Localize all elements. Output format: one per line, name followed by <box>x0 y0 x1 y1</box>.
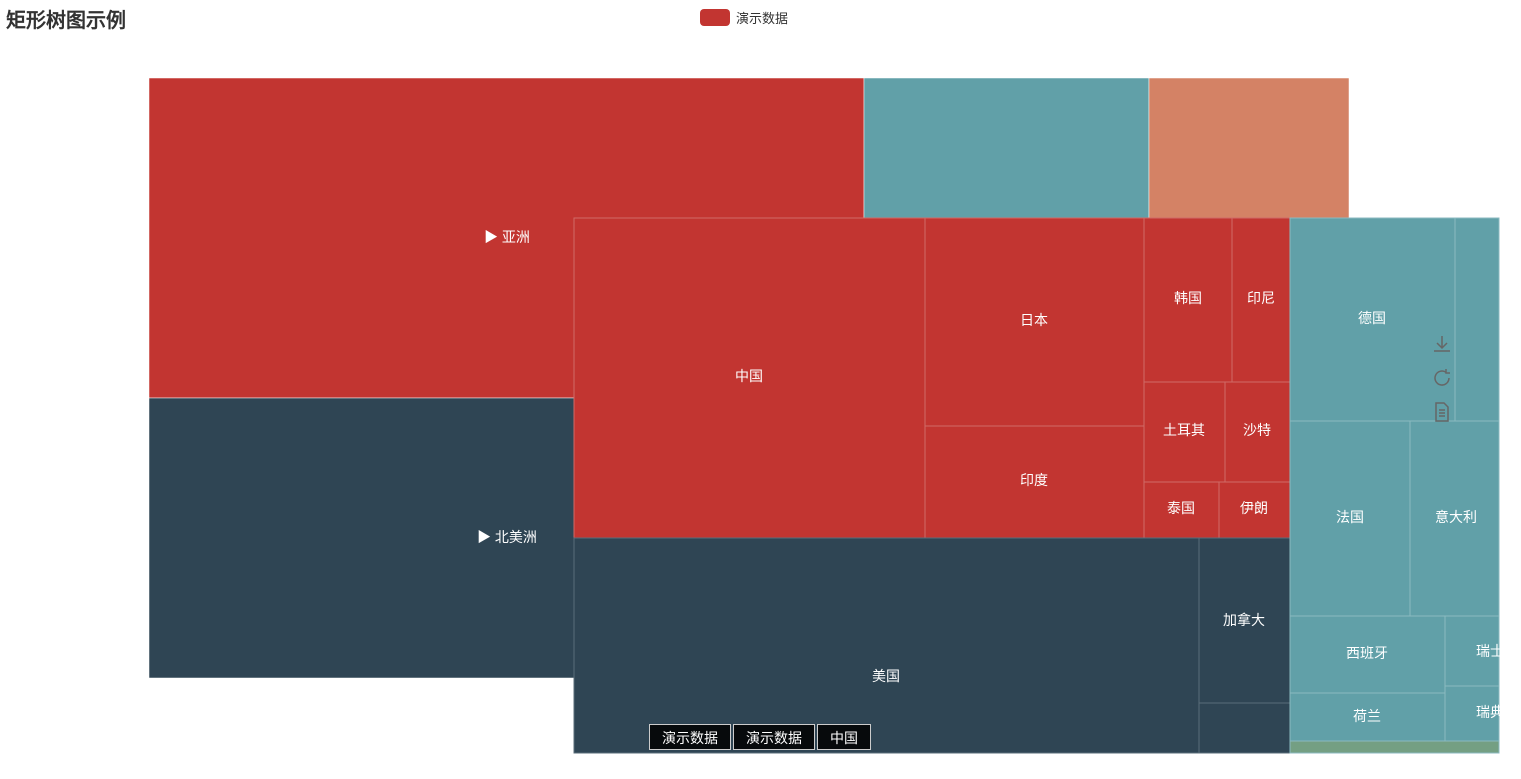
treemap-label-asia: ▶ 亚洲 <box>484 229 530 245</box>
treemap-node-usa[interactable] <box>573 537 1200 754</box>
legend[interactable]: 演示数据 <box>700 8 788 27</box>
breadcrumb-item-series[interactable]: 演示数据 <box>733 724 815 750</box>
treemap-node-north-america[interactable] <box>148 397 575 679</box>
treemap-label-germany: 德国 <box>1358 310 1386 326</box>
treemap-node-italy[interactable] <box>1409 420 1500 617</box>
treemap-label-sweden: 瑞典 <box>1476 704 1504 720</box>
chart-title: 矩形树图示例 <box>6 10 126 32</box>
treemap-outer-level: ▶ 亚洲 ▶ 北美洲 <box>148 77 1350 679</box>
treemap-node-turkey[interactable] <box>1143 381 1226 483</box>
treemap-node-europe-small[interactable] <box>1289 740 1500 754</box>
data-view-icon[interactable] <box>1431 401 1453 423</box>
treemap-label-france: 法国 <box>1336 509 1364 525</box>
treemap-inner-level: 中国 日本 印度 韩国 印尼 土耳其 沙特 泰国 伊朗 美国 加拿大 德国 法国… <box>573 217 1504 754</box>
treemap-node-europe-extra[interactable] <box>1454 217 1500 422</box>
treemap-label-usa: 美国 <box>872 668 900 684</box>
treemap-node-china[interactable] <box>573 217 926 539</box>
treemap-label-spain: 西班牙 <box>1346 645 1388 661</box>
treemap-label-china: 中国 <box>735 368 763 384</box>
treemap-label-netherlands: 荷兰 <box>1353 708 1381 724</box>
treemap-label-north-america: ▶ 北美洲 <box>477 529 537 545</box>
breadcrumb: 演示数据 演示数据 中国 <box>649 724 873 750</box>
treemap-node-indonesia[interactable] <box>1231 217 1291 383</box>
treemap-node-europe[interactable] <box>863 77 1150 219</box>
treemap-node-korea[interactable] <box>1143 217 1233 383</box>
treemap-node-spain[interactable] <box>1289 615 1446 694</box>
treemap-label-indonesia: 印尼 <box>1247 290 1275 306</box>
treemap-node-sweden[interactable] <box>1444 685 1500 742</box>
legend-swatch <box>700 9 730 26</box>
treemap-node-switzerland[interactable] <box>1444 615 1500 687</box>
treemap-label-switzerland: 瑞士 <box>1476 643 1504 659</box>
treemap-node-iran[interactable] <box>1218 481 1291 539</box>
save-as-image-icon[interactable] <box>1431 333 1453 355</box>
treemap-label-iran: 伊朗 <box>1240 500 1268 516</box>
treemap-node-other[interactable] <box>1148 77 1350 219</box>
treemap-node-france[interactable] <box>1289 420 1411 617</box>
treemap-label-saudi: 沙特 <box>1243 422 1271 438</box>
treemap-node-germany[interactable] <box>1289 217 1456 422</box>
treemap-label-italy: 意大利 <box>1435 509 1477 525</box>
treemap-label-japan: 日本 <box>1020 312 1048 328</box>
treemap-node-japan[interactable] <box>924 217 1145 427</box>
treemap-label-canada: 加拿大 <box>1223 612 1265 628</box>
treemap-node-saudi[interactable] <box>1224 381 1291 483</box>
treemap-node-mexico[interactable] <box>1198 702 1291 754</box>
treemap-label-india: 印度 <box>1020 472 1048 488</box>
toolbox <box>1430 333 1454 423</box>
treemap-label-korea: 韩国 <box>1174 290 1202 306</box>
breadcrumb-item-root[interactable]: 演示数据 <box>649 724 731 750</box>
restore-icon[interactable] <box>1431 367 1453 389</box>
treemap-label-turkey: 土耳其 <box>1163 422 1205 438</box>
legend-label: 演示数据 <box>736 11 789 26</box>
treemap-label-thailand: 泰国 <box>1167 500 1195 516</box>
breadcrumb-item-current[interactable]: 中国 <box>817 724 871 750</box>
